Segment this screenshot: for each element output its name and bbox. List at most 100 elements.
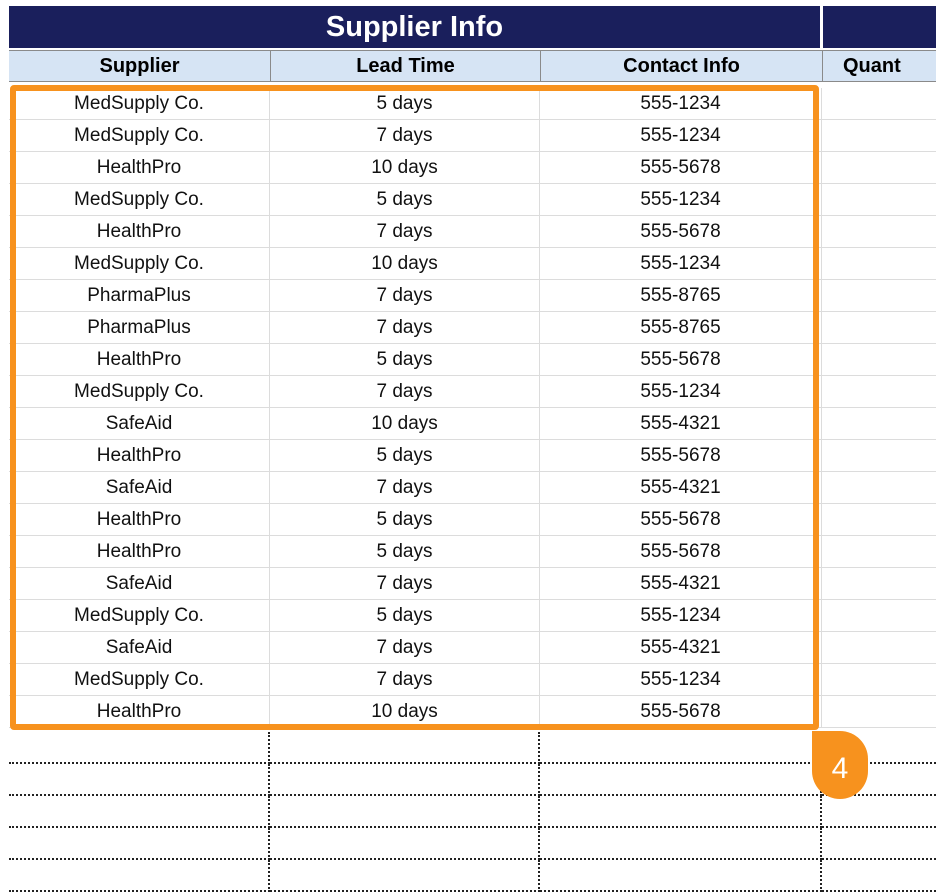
- cell-supplier[interactable]: MedSupply Co.: [9, 600, 270, 632]
- empty-cell[interactable]: [270, 828, 540, 860]
- cell-quantity[interactable]: [822, 120, 936, 152]
- cell-quantity[interactable]: [822, 440, 936, 472]
- cell-lead-time[interactable]: 7 days: [270, 376, 540, 408]
- cell-quantity[interactable]: [822, 312, 936, 344]
- cell-supplier[interactable]: HealthPro: [9, 216, 270, 248]
- cell-lead-time[interactable]: 10 days: [270, 152, 540, 184]
- cell-supplier[interactable]: HealthPro: [9, 504, 270, 536]
- cell-lead-time[interactable]: 7 days: [270, 312, 540, 344]
- cell-quantity[interactable]: [822, 472, 936, 504]
- cell-lead-time[interactable]: 5 days: [270, 344, 540, 376]
- cell-lead-time[interactable]: 5 days: [270, 440, 540, 472]
- cell-contact-info[interactable]: 555-1234: [540, 248, 822, 280]
- column-header-lead-time[interactable]: Lead Time: [271, 50, 541, 82]
- cell-lead-time[interactable]: 5 days: [270, 600, 540, 632]
- cell-contact-info[interactable]: 555-5678: [540, 152, 822, 184]
- cell-contact-info[interactable]: 555-5678: [540, 696, 822, 728]
- cell-contact-info[interactable]: 555-1234: [540, 120, 822, 152]
- empty-cell[interactable]: [822, 860, 936, 892]
- cell-contact-info[interactable]: 555-1234: [540, 88, 822, 120]
- empty-cell[interactable]: [822, 796, 936, 828]
- cell-supplier[interactable]: MedSupply Co.: [9, 376, 270, 408]
- cell-lead-time[interactable]: 10 days: [270, 408, 540, 440]
- empty-cell[interactable]: [822, 828, 936, 860]
- cell-lead-time[interactable]: 7 days: [270, 120, 540, 152]
- cell-quantity[interactable]: [822, 280, 936, 312]
- cell-supplier[interactable]: MedSupply Co.: [9, 184, 270, 216]
- cell-quantity[interactable]: [822, 184, 936, 216]
- empty-cell[interactable]: [270, 860, 540, 892]
- cell-contact-info[interactable]: 555-5678: [540, 344, 822, 376]
- cell-lead-time[interactable]: 7 days: [270, 664, 540, 696]
- cell-supplier[interactable]: HealthPro: [9, 440, 270, 472]
- empty-cell[interactable]: [540, 764, 822, 796]
- cell-lead-time[interactable]: 7 days: [270, 568, 540, 600]
- cell-lead-time[interactable]: 7 days: [270, 472, 540, 504]
- empty-cell[interactable]: [822, 732, 936, 764]
- cell-supplier[interactable]: HealthPro: [9, 152, 270, 184]
- cell-supplier[interactable]: PharmaPlus: [9, 312, 270, 344]
- cell-quantity[interactable]: [822, 568, 936, 600]
- cell-quantity[interactable]: [822, 344, 936, 376]
- cell-quantity[interactable]: [822, 216, 936, 248]
- empty-cell[interactable]: [9, 732, 270, 764]
- cell-contact-info[interactable]: 555-1234: [540, 600, 822, 632]
- cell-contact-info[interactable]: 555-1234: [540, 184, 822, 216]
- cell-contact-info[interactable]: 555-5678: [540, 216, 822, 248]
- empty-cell[interactable]: [270, 764, 540, 796]
- cell-quantity[interactable]: [822, 152, 936, 184]
- cell-supplier[interactable]: MedSupply Co.: [9, 664, 270, 696]
- column-header-supplier[interactable]: Supplier: [9, 50, 271, 82]
- cell-supplier[interactable]: HealthPro: [9, 696, 270, 728]
- cell-quantity[interactable]: [822, 696, 936, 728]
- cell-supplier[interactable]: MedSupply Co.: [9, 88, 270, 120]
- empty-cell[interactable]: [540, 796, 822, 828]
- cell-lead-time[interactable]: 7 days: [270, 216, 540, 248]
- cell-lead-time[interactable]: 5 days: [270, 88, 540, 120]
- empty-cell[interactable]: [270, 796, 540, 828]
- empty-cell[interactable]: [822, 764, 936, 796]
- cell-quantity[interactable]: [822, 664, 936, 696]
- cell-supplier[interactable]: HealthPro: [9, 344, 270, 376]
- cell-supplier[interactable]: MedSupply Co.: [9, 248, 270, 280]
- cell-contact-info[interactable]: 555-5678: [540, 536, 822, 568]
- cell-quantity[interactable]: [822, 600, 936, 632]
- cell-supplier[interactable]: HealthPro: [9, 536, 270, 568]
- cell-quantity[interactable]: [822, 536, 936, 568]
- cell-supplier[interactable]: SafeAid: [9, 632, 270, 664]
- cell-quantity[interactable]: [822, 88, 936, 120]
- empty-cell[interactable]: [9, 860, 270, 892]
- cell-contact-info[interactable]: 555-4321: [540, 632, 822, 664]
- cell-contact-info[interactable]: 555-1234: [540, 376, 822, 408]
- cell-contact-info[interactable]: 555-5678: [540, 504, 822, 536]
- cell-supplier[interactable]: SafeAid: [9, 472, 270, 504]
- cell-contact-info[interactable]: 555-5678: [540, 440, 822, 472]
- cell-supplier[interactable]: SafeAid: [9, 568, 270, 600]
- cell-supplier[interactable]: SafeAid: [9, 408, 270, 440]
- cell-quantity[interactable]: [822, 248, 936, 280]
- cell-lead-time[interactable]: 10 days: [270, 248, 540, 280]
- cell-contact-info[interactable]: 555-4321: [540, 408, 822, 440]
- cell-lead-time[interactable]: 7 days: [270, 632, 540, 664]
- cell-lead-time[interactable]: 5 days: [270, 536, 540, 568]
- cell-contact-info[interactable]: 555-4321: [540, 568, 822, 600]
- column-header-contact-info[interactable]: Contact Info: [541, 50, 823, 82]
- empty-cell[interactable]: [540, 828, 822, 860]
- empty-cell[interactable]: [9, 796, 270, 828]
- empty-cell[interactable]: [540, 732, 822, 764]
- cell-contact-info[interactable]: 555-4321: [540, 472, 822, 504]
- column-header-quantity[interactable]: Quant: [823, 50, 936, 82]
- cell-supplier[interactable]: PharmaPlus: [9, 280, 270, 312]
- cell-contact-info[interactable]: 555-1234: [540, 664, 822, 696]
- cell-quantity[interactable]: [822, 504, 936, 536]
- cell-contact-info[interactable]: 555-8765: [540, 312, 822, 344]
- section-title-supplier-info[interactable]: Supplier Info: [9, 6, 820, 48]
- cell-quantity[interactable]: [822, 376, 936, 408]
- cell-lead-time[interactable]: 5 days: [270, 184, 540, 216]
- cell-quantity[interactable]: [822, 408, 936, 440]
- cell-lead-time[interactable]: 5 days: [270, 504, 540, 536]
- section-title-next[interactable]: [823, 6, 936, 48]
- empty-cell[interactable]: [9, 764, 270, 796]
- cell-lead-time[interactable]: 10 days: [270, 696, 540, 728]
- cell-contact-info[interactable]: 555-8765: [540, 280, 822, 312]
